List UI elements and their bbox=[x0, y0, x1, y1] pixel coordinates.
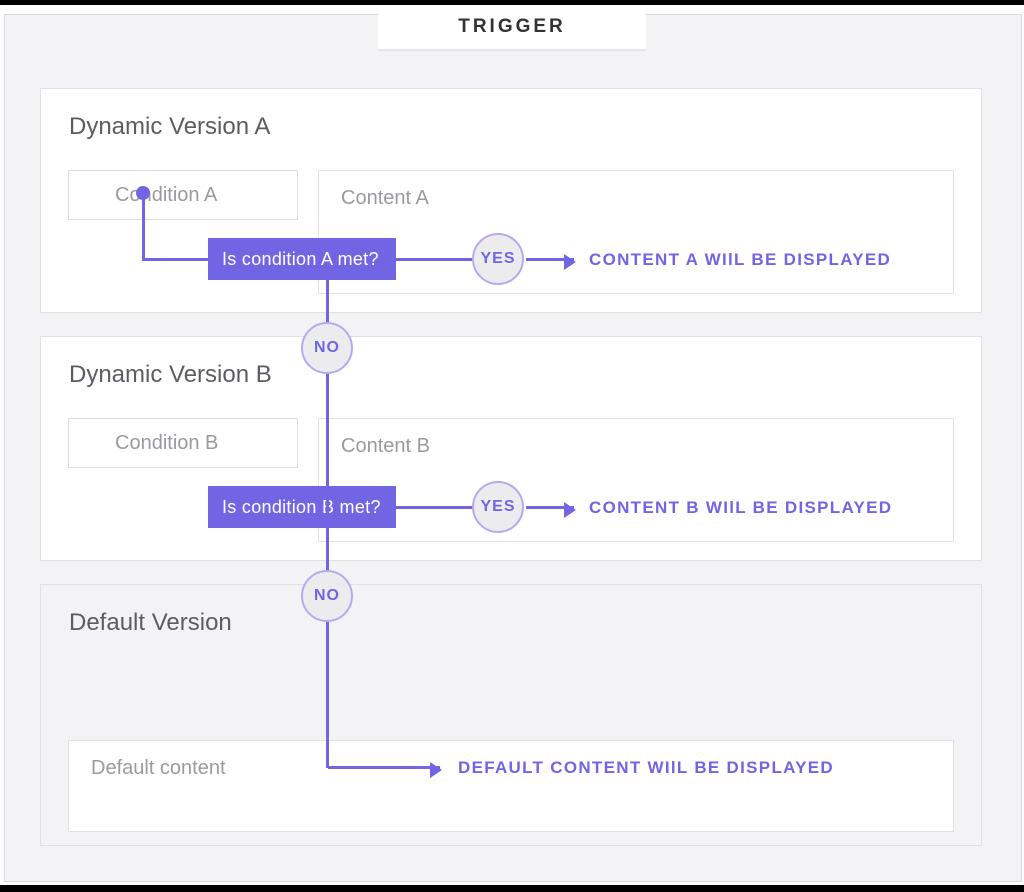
result-a: CONTENT A WIlL BE DISPLAYED bbox=[589, 250, 891, 270]
arrow-default bbox=[328, 766, 440, 769]
content-a-box: Content A bbox=[318, 170, 954, 294]
trigger-tab: TRIGGER bbox=[378, 5, 646, 51]
arrow-yes-b bbox=[526, 506, 574, 509]
seg-qb-yes bbox=[396, 506, 472, 509]
default-content-box: Default content bbox=[68, 740, 954, 832]
flow-start-hseg bbox=[142, 258, 210, 261]
diagram-stage: TRIGGER Dynamic Version A Dynamic Versio… bbox=[0, 0, 1024, 892]
badge-no-a: NO bbox=[301, 322, 353, 374]
content-b-box: Content B bbox=[318, 418, 954, 542]
badge-yes-b: YES bbox=[472, 481, 524, 533]
condition-a-box: Condition A bbox=[68, 170, 298, 220]
result-b: CONTENT B WIlL BE DISPLAYED bbox=[589, 498, 892, 518]
panel-title-default: Default Version bbox=[41, 585, 981, 655]
badge-no-b: NO bbox=[301, 570, 353, 622]
result-default: DEFAULT CONTENT WIlL BE DISPLAYED bbox=[458, 758, 834, 778]
panel-title-b: Dynamic Version B bbox=[41, 337, 981, 407]
badge-yes-a: YES bbox=[472, 233, 524, 285]
flow-start-vline bbox=[142, 198, 145, 258]
seg-qa-yes bbox=[396, 258, 472, 261]
panel-title-a: Dynamic Version A bbox=[41, 89, 981, 159]
question-b: Is condition B met? bbox=[208, 486, 396, 528]
question-a: Is condition A met? bbox=[208, 238, 396, 280]
arrow-yes-a bbox=[526, 258, 574, 261]
condition-b-box: Condition B bbox=[68, 418, 298, 468]
